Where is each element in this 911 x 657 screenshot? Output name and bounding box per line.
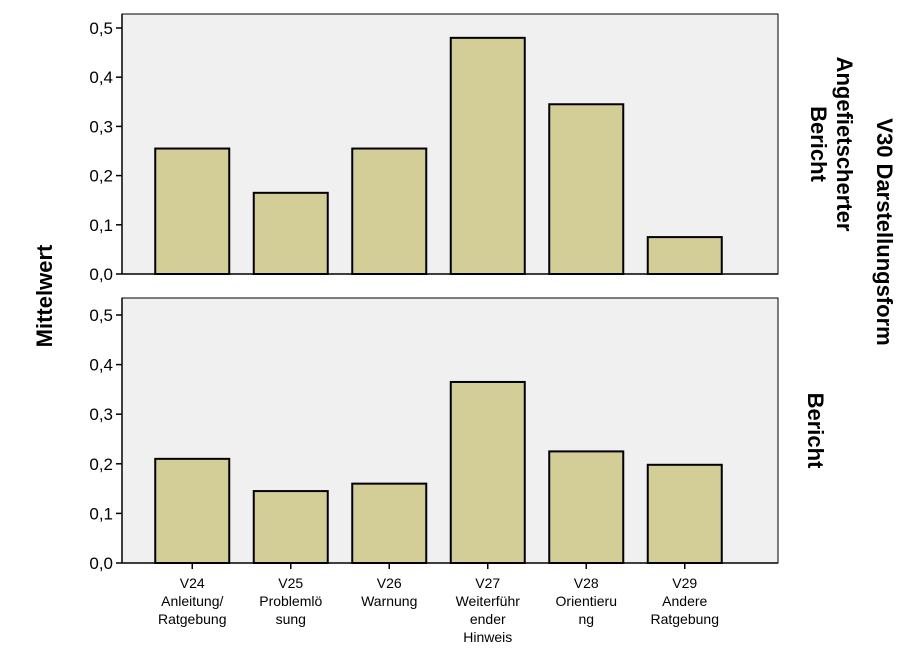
y-tick-label: 0,0: [89, 554, 113, 573]
panel-label: Bericht: [803, 393, 828, 469]
x-tick-label: V25 Problemlö sung: [259, 575, 322, 627]
y-tick-label: 0,1: [89, 216, 113, 235]
y-tick-label: 0,5: [89, 19, 113, 38]
bar: [449, 36, 526, 276]
bar: [646, 463, 723, 564]
x-tick-label: V29 Andere Ratgebung: [650, 575, 719, 627]
y-tick-label: 0,1: [89, 504, 113, 523]
panel-2: 0,0 0,1 0,2 0,3 0,4 0,5 Bericht: [89, 297, 828, 573]
y-tick-label: 0,0: [89, 265, 113, 284]
bar: [449, 380, 526, 564]
y-axis-title: Mittelwert: [32, 244, 57, 347]
panel-label: Angefietscherter: [832, 57, 857, 232]
bar: [252, 490, 329, 564]
bar: [548, 450, 625, 564]
y-tick-label: 0,5: [89, 306, 113, 325]
facet-title: V30 Darstellungsform: [872, 118, 897, 345]
bar: [646, 236, 723, 276]
panel-label: Bericht: [806, 106, 831, 182]
x-tick-label: V28 Orientieru ng: [556, 575, 617, 627]
x-tick-label: V26 Warnung: [361, 575, 417, 609]
x-tick-label: V27 Weiterführ ender Hinweis: [456, 575, 521, 645]
y-tick-label: 0,2: [89, 167, 113, 186]
y-tick-label: 0,3: [89, 117, 113, 136]
y-tick-label: 0,4: [89, 68, 113, 87]
bar: [351, 147, 428, 275]
y-tick-label: 0,3: [89, 405, 113, 424]
x-tick-label: V24 Anleitung/Ratgebung: [158, 575, 227, 627]
bar: [548, 103, 625, 276]
y-tick-label: 0,2: [89, 455, 113, 474]
panel-1: 0,0 0,1 0,2 0,3 0,4 0,5 AngefietscherterBerich…: [89, 13, 857, 284]
bar: [154, 457, 231, 564]
bar: [351, 482, 428, 565]
y-tick-label: 0,4: [89, 356, 113, 375]
bar: [252, 191, 329, 276]
bar: [154, 147, 231, 275]
